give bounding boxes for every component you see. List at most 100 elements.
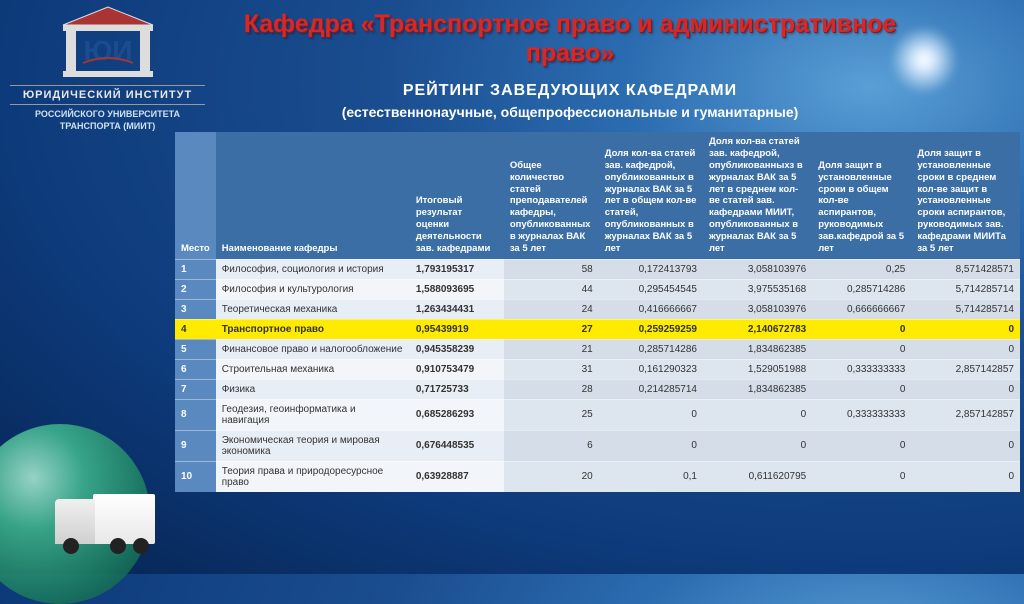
- table-cell: Строительная механика: [216, 359, 410, 379]
- table-cell: 0: [812, 339, 911, 359]
- table-cell: 44: [504, 279, 599, 299]
- table-cell: 1: [175, 259, 216, 279]
- table-cell: 8,571428571: [911, 259, 1020, 279]
- table-cell: 31: [504, 359, 599, 379]
- logo-block: ЮИ ЮРИДИЧЕСКИЙ ИНСТИТУТ РОССИЙСКОГО УНИВ…: [10, 5, 205, 132]
- table-header-cell: Доля защит в установленные сроки в средн…: [911, 132, 1020, 259]
- table-cell: Теоретическая механика: [216, 299, 410, 319]
- table-cell: 1,529051988: [703, 359, 812, 379]
- table-cell: 0,63928887: [410, 461, 504, 492]
- subtitle-category: (естественнонаучные, общепрофессиональны…: [220, 104, 920, 120]
- table-cell: 6: [175, 359, 216, 379]
- table-row: 2Философия и культурология1,588093695440…: [175, 279, 1020, 299]
- table-cell: 0: [599, 430, 703, 461]
- table-cell: 20: [504, 461, 599, 492]
- table-cell: 5: [175, 339, 216, 359]
- table-cell: 0: [911, 379, 1020, 399]
- table-cell: 0,95439919: [410, 319, 504, 339]
- table-cell: 5,714285714: [911, 279, 1020, 299]
- table-cell: 0: [703, 430, 812, 461]
- table-cell: 2,140672783: [703, 319, 812, 339]
- table-cell: 0,333333333: [812, 359, 911, 379]
- table-cell: 1,834862385: [703, 339, 812, 359]
- table-cell: 25: [504, 399, 599, 430]
- table-cell: 0: [599, 399, 703, 430]
- table-cell: 3,975535168: [703, 279, 812, 299]
- table-row: 10Теория права и природоресурсное право0…: [175, 461, 1020, 492]
- table-cell: 0,25: [812, 259, 911, 279]
- table-cell: 0,285714286: [599, 339, 703, 359]
- rating-table-wrap: МестоНаименование кафедрыИтоговый резуль…: [175, 132, 1020, 492]
- table-cell: 0: [812, 461, 911, 492]
- table-header-row: МестоНаименование кафедрыИтоговый резуль…: [175, 132, 1020, 259]
- table-row: 3Теоретическая механика1,263434431240,41…: [175, 299, 1020, 319]
- rating-table: МестоНаименование кафедрыИтоговый резуль…: [175, 132, 1020, 492]
- table-header-cell: Место: [175, 132, 216, 259]
- table-header-cell: Итоговый результат оценки деятельности з…: [410, 132, 504, 259]
- table-cell: 1,588093695: [410, 279, 504, 299]
- table-cell: 0,172413793: [599, 259, 703, 279]
- table-cell: 0,945358239: [410, 339, 504, 359]
- table-cell: 0,214285714: [599, 379, 703, 399]
- table-cell: 3,058103976: [703, 259, 812, 279]
- logo-arch: ЮИ: [48, 5, 168, 80]
- table-row: 7Физика0,71725733280,2142857141,83486238…: [175, 379, 1020, 399]
- table-cell: 0: [911, 339, 1020, 359]
- table-cell: 1,263434431: [410, 299, 504, 319]
- table-cell: 28: [504, 379, 599, 399]
- table-cell: 6: [504, 430, 599, 461]
- table-cell: 24: [504, 299, 599, 319]
- table-header-cell: Доля защит в установленные сроки в общем…: [812, 132, 911, 259]
- table-cell: 4: [175, 319, 216, 339]
- table-cell: 0: [812, 379, 911, 399]
- table-row: 4Транспортное право0,95439919270,2592592…: [175, 319, 1020, 339]
- table-cell: 58: [504, 259, 599, 279]
- table-cell: 2: [175, 279, 216, 299]
- table-cell: 0: [911, 430, 1020, 461]
- table-cell: Философия и культурология: [216, 279, 410, 299]
- table-cell: 0: [911, 461, 1020, 492]
- table-cell: 0: [703, 399, 812, 430]
- table-cell: 10: [175, 461, 216, 492]
- table-cell: 7: [175, 379, 216, 399]
- table-cell: 21: [504, 339, 599, 359]
- table-cell: 0,910753479: [410, 359, 504, 379]
- table-cell: 0: [812, 319, 911, 339]
- subtitle-rating: РЕЙТИНГ ЗАВЕДУЮЩИХ КАФЕДРАМИ: [220, 82, 920, 100]
- table-cell: 8: [175, 399, 216, 430]
- table-cell: 0,676448535: [410, 430, 504, 461]
- table-cell: 0,1: [599, 461, 703, 492]
- table-cell: Теория права и природоресурсное право: [216, 461, 410, 492]
- table-row: 6Строительная механика0,910753479310,161…: [175, 359, 1020, 379]
- table-header-cell: Доля кол-ва статей зав. кафедрой, опубли…: [599, 132, 703, 259]
- table-cell: 0: [911, 319, 1020, 339]
- table-cell: 0: [812, 430, 911, 461]
- table-cell: 0,295454545: [599, 279, 703, 299]
- table-cell: 0,161290323: [599, 359, 703, 379]
- table-row: 1Философия, социология и история1,793195…: [175, 259, 1020, 279]
- table-body: 1Философия, социология и история1,793195…: [175, 259, 1020, 492]
- table-header-cell: Общее количество статей преподавателей к…: [504, 132, 599, 259]
- table-cell: 0,416666667: [599, 299, 703, 319]
- table-cell: Философия, социология и история: [216, 259, 410, 279]
- table-row: 8Геодезия, геоинформатика и навигация0,6…: [175, 399, 1020, 430]
- table-cell: Транспортное право: [216, 319, 410, 339]
- page-title: Кафедра «Транспортное право и администра…: [220, 10, 920, 68]
- table-cell: 5,714285714: [911, 299, 1020, 319]
- table-cell: 2,857142857: [911, 359, 1020, 379]
- table-cell: 27: [504, 319, 599, 339]
- table-row: 9Экономическая теория и мировая экономик…: [175, 430, 1020, 461]
- table-cell: 9: [175, 430, 216, 461]
- logo-university: РОССИЙСКОГО УНИВЕРСИТЕТА ТРАНСПОРТА (МИИ…: [10, 109, 205, 132]
- table-header-cell: Наименование кафедры: [216, 132, 410, 259]
- truck-decoration: [55, 484, 155, 554]
- logo-institute: ЮРИДИЧЕСКИЙ ИНСТИТУТ: [10, 85, 205, 105]
- table-cell: 0,611620795: [703, 461, 812, 492]
- table-row: 5Финансовое право и налогообложение0,945…: [175, 339, 1020, 359]
- table-cell: Экономическая теория и мировая экономика: [216, 430, 410, 461]
- table-cell: Физика: [216, 379, 410, 399]
- table-cell: 3,058103976: [703, 299, 812, 319]
- table-cell: Финансовое право и налогообложение: [216, 339, 410, 359]
- table-cell: 3: [175, 299, 216, 319]
- table-cell: 0,666666667: [812, 299, 911, 319]
